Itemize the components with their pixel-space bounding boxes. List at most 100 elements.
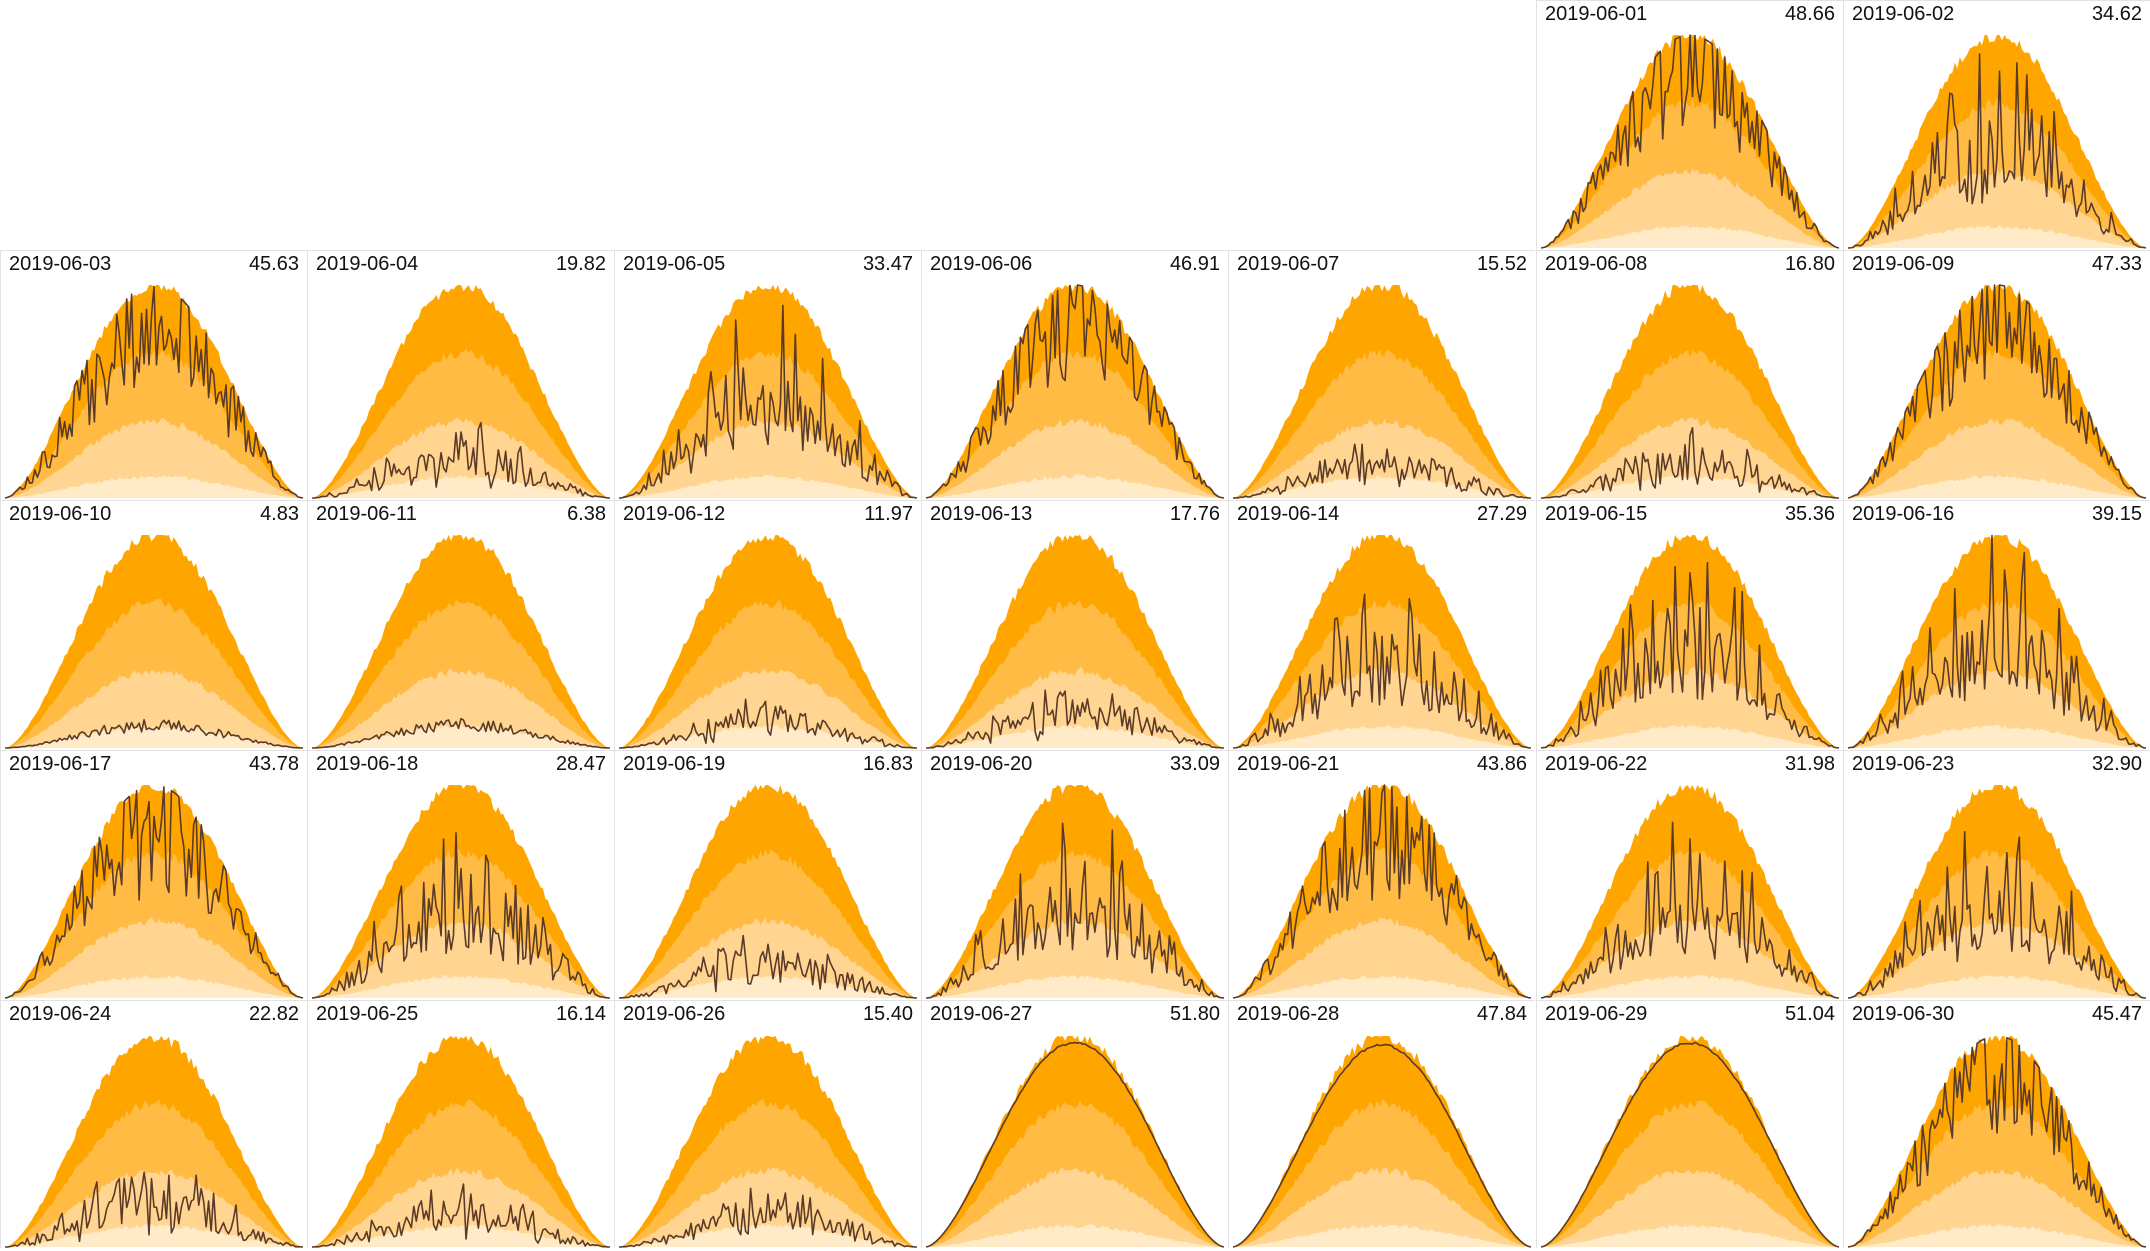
band-inner-area [1233, 1167, 1531, 1247]
day-date-label: 2019-06-08 [1545, 253, 1648, 275]
day-total-label: 43.86 [1476, 753, 1527, 775]
production-line [1847, 830, 2147, 999]
day-total-label: 33.47 [862, 253, 913, 275]
day-total-label: 4.83 [260, 503, 299, 525]
band-base-area [1233, 974, 1531, 998]
band-base-area [312, 975, 610, 998]
day-chart [1232, 535, 1532, 749]
day-chart [618, 1036, 918, 1248]
day-date-label: 2019-06-02 [1852, 3, 1955, 25]
band-base-area [619, 974, 917, 998]
day-panel: 2019-06-12 11.97 [614, 500, 921, 750]
day-date-label: 2019-06-22 [1545, 753, 1648, 775]
band-inner-area [1233, 918, 1531, 998]
day-total-label: 32.90 [2091, 753, 2142, 775]
day-date-label: 2019-06-30 [1852, 1003, 1955, 1025]
day-chart [1847, 785, 2147, 999]
day-chart [1540, 34, 1840, 249]
day-chart [4, 535, 304, 749]
day-date-label: 2019-06-03 [9, 253, 112, 275]
production-line [4, 786, 304, 999]
day-date-label: 2019-06-07 [1237, 253, 1340, 275]
production-line [618, 1187, 918, 1248]
day-date-label: 2019-06-04 [316, 253, 419, 275]
day-total-label: 47.84 [1476, 1003, 1527, 1025]
day-chart [311, 285, 611, 499]
day-chart [925, 535, 1225, 749]
day-chart [1540, 1036, 1840, 1248]
day-date-label: 2019-06-01 [1545, 3, 1648, 25]
band-base-area [1541, 975, 1839, 998]
band-inner-area [926, 418, 1224, 498]
day-date-label: 2019-06-29 [1545, 1003, 1648, 1025]
band-base-area [619, 725, 917, 748]
production-line [1540, 1041, 1840, 1248]
production-line [1540, 821, 1840, 999]
production-line [1232, 784, 1532, 999]
day-chart [618, 785, 918, 999]
band-inner-area [619, 419, 917, 498]
day-total-label: 31.98 [1784, 753, 1835, 775]
production-line [618, 698, 918, 749]
production-line [1541, 427, 1840, 499]
band-inner-area [312, 668, 610, 748]
band-inner-area [1848, 918, 2146, 998]
day-total-label: 43.78 [248, 753, 299, 775]
band-inner-area [619, 668, 917, 748]
day-total-label: 35.36 [1784, 503, 1835, 525]
day-chart [311, 1036, 611, 1248]
band-inner-area [1541, 667, 1839, 748]
day-date-label: 2019-06-16 [1852, 503, 1955, 525]
band-inner-area [1541, 1169, 1839, 1247]
band-base-area [5, 974, 303, 998]
day-total-label: 27.29 [1476, 503, 1527, 525]
day-date-label: 2019-06-11 [316, 503, 417, 525]
day-panel: 2019-06-17 43.78 [0, 750, 307, 1000]
day-panel: 2019-06-02 34.62 [1843, 0, 2150, 250]
band-inner-area [5, 669, 303, 748]
day-total-label: 19.82 [555, 253, 606, 275]
production-line [311, 832, 611, 999]
day-chart [618, 285, 918, 499]
day-total-label: 22.82 [248, 1003, 299, 1025]
band-inner-area [312, 918, 610, 998]
band-inner-area [1541, 919, 1839, 998]
day-panel: 2019-06-24 22.82 [0, 1000, 307, 1248]
day-panel: 2019-06-18 28.47 [307, 750, 614, 1000]
band-base-area [1848, 724, 2146, 748]
day-total-label: 39.15 [2091, 503, 2142, 525]
production-line [925, 689, 1225, 749]
day-total-label: 6.38 [567, 503, 606, 525]
day-panel: 2019-06-08 16.80 [1536, 250, 1843, 500]
production-line [1540, 34, 1840, 249]
day-panel: 2019-06-30 45.47 [1843, 1000, 2150, 1248]
day-panel: 2019-06-19 16.83 [614, 750, 921, 1000]
day-panel: 2019-06-07 15.52 [1228, 250, 1535, 500]
day-total-label: 11.97 [864, 503, 913, 525]
band-base-area [619, 1223, 917, 1247]
day-date-label: 2019-06-19 [623, 753, 726, 775]
production-line [925, 284, 1225, 499]
day-total-label: 15.40 [862, 1003, 913, 1025]
band-base-area [926, 975, 1224, 998]
band-inner-area [926, 1168, 1224, 1247]
day-panel: 2019-06-01 48.66 [1536, 0, 1843, 250]
production-line [4, 719, 304, 749]
production-line [1232, 1043, 1532, 1248]
day-date-label: 2019-06-24 [9, 1003, 112, 1025]
band-base-area [1541, 1224, 1839, 1247]
band-inner-area [5, 1169, 303, 1247]
day-panel: 2019-06-29 51.04 [1536, 1000, 1843, 1248]
day-panel: 2019-06-21 43.86 [1228, 750, 1535, 1000]
day-total-label: 16.80 [1784, 253, 1835, 275]
day-total-label: 28.47 [555, 753, 606, 775]
day-total-label: 45.63 [248, 253, 299, 275]
day-chart [1847, 534, 2147, 749]
day-chart [925, 284, 1225, 499]
band-inner-area [1848, 167, 2146, 248]
day-chart [1540, 785, 1840, 999]
band-inner-area [619, 1167, 917, 1247]
day-chart [4, 285, 304, 499]
band-base-area [926, 724, 1224, 748]
